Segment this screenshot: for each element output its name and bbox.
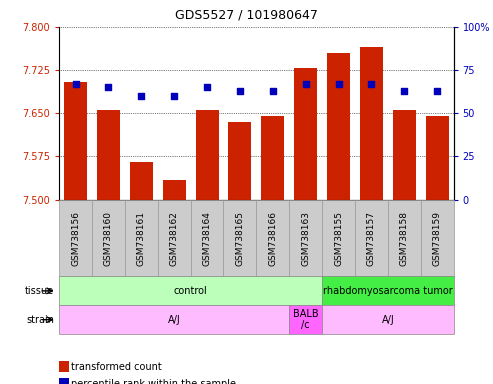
Text: GDS5527 / 101980647: GDS5527 / 101980647	[175, 8, 318, 21]
Point	[302, 81, 310, 87]
Bar	[130, 162, 153, 200]
Point	[433, 88, 441, 94]
Point	[400, 88, 408, 94]
Bar	[393, 111, 416, 200]
Text: control: control	[174, 286, 208, 296]
Text: A/J: A/J	[168, 314, 180, 325]
Text: percentile rank within the sample: percentile rank within the sample	[71, 379, 237, 384]
Bar	[228, 122, 251, 200]
Bar	[97, 111, 120, 200]
Text: rhabdomyosarcoma tumor: rhabdomyosarcoma tumor	[323, 286, 453, 296]
Text: GSM738159: GSM738159	[433, 210, 442, 266]
Point	[170, 93, 178, 99]
Point	[335, 81, 343, 87]
Point	[138, 93, 145, 99]
Text: GSM738155: GSM738155	[334, 210, 343, 266]
Point	[203, 84, 211, 91]
Bar	[294, 68, 317, 200]
Point	[105, 84, 112, 91]
Text: GSM738157: GSM738157	[367, 210, 376, 266]
Bar	[360, 47, 383, 200]
Point	[71, 81, 79, 87]
Point	[236, 88, 244, 94]
Text: GSM738160: GSM738160	[104, 210, 113, 266]
Text: GSM738156: GSM738156	[71, 210, 80, 266]
Text: tissue: tissue	[25, 286, 54, 296]
Bar	[64, 82, 87, 200]
Text: strain: strain	[26, 314, 54, 325]
Text: GSM738161: GSM738161	[137, 210, 146, 266]
Bar	[425, 116, 449, 200]
Point	[269, 88, 277, 94]
Text: GSM738163: GSM738163	[301, 210, 310, 266]
Text: A/J: A/J	[382, 314, 394, 325]
Text: BALB
/c: BALB /c	[293, 309, 318, 331]
Point	[367, 81, 375, 87]
Text: GSM738166: GSM738166	[268, 210, 277, 266]
Bar	[163, 180, 186, 200]
Text: GSM738165: GSM738165	[236, 210, 245, 266]
Bar	[327, 53, 350, 200]
Bar	[196, 111, 218, 200]
Text: GSM738158: GSM738158	[400, 210, 409, 266]
Text: GSM738164: GSM738164	[203, 211, 211, 265]
Text: transformed count: transformed count	[71, 361, 162, 372]
Text: GSM738162: GSM738162	[170, 211, 178, 265]
Bar	[261, 116, 284, 200]
